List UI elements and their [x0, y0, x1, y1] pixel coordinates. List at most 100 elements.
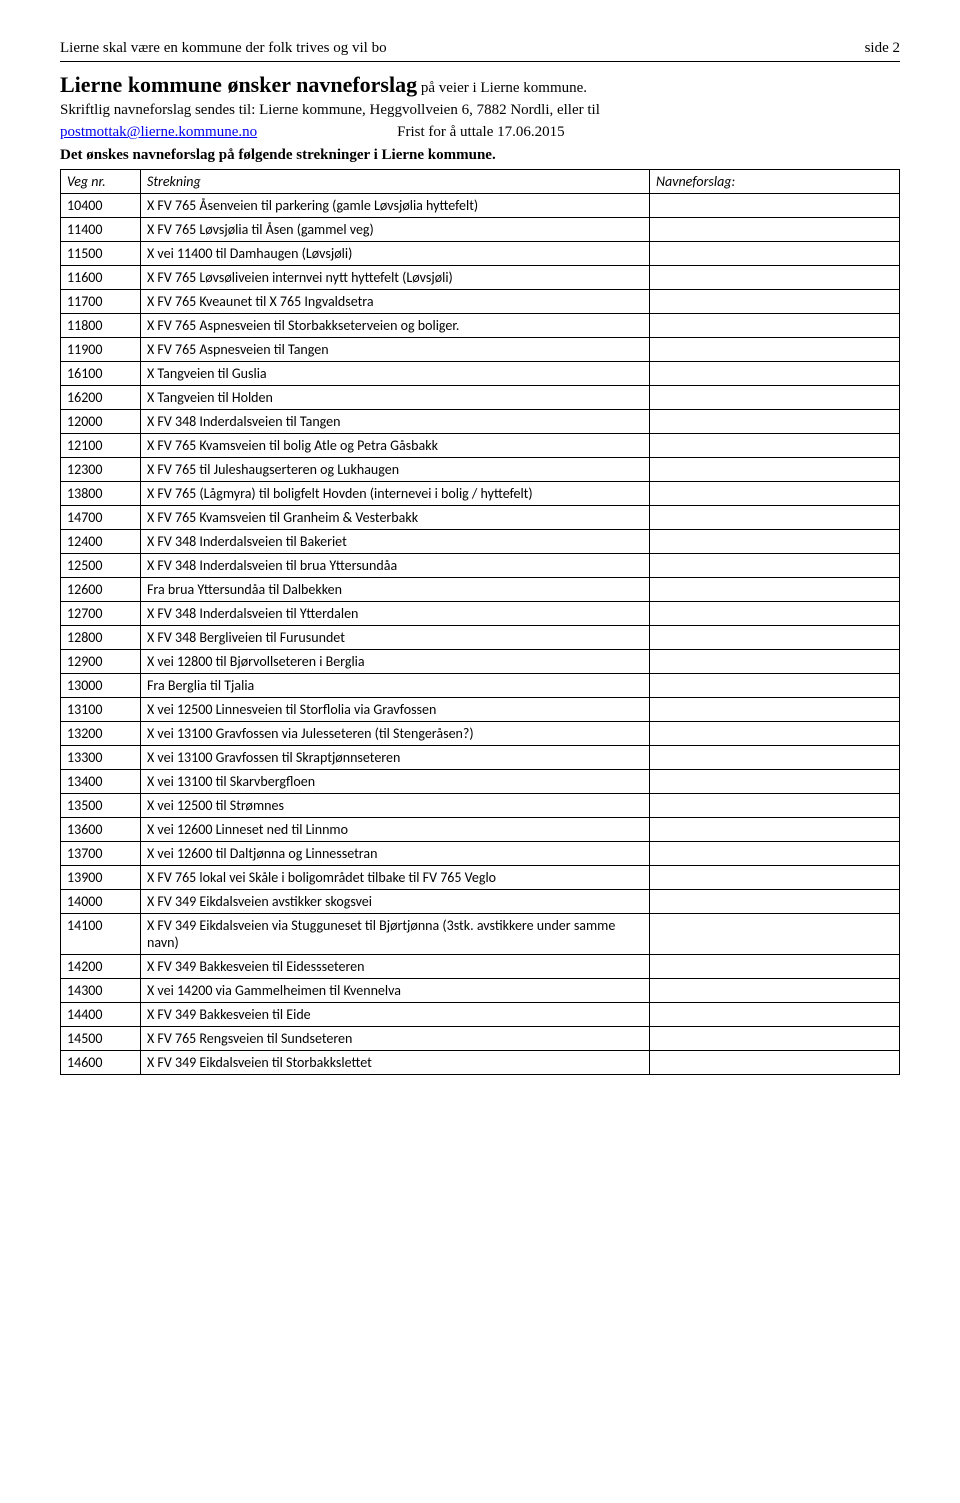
table-row: 11800X FV 765 Aspnesveien til Storbakkse…: [61, 313, 900, 337]
cell-strekning: X FV 765 Kvamsveien til bolig Atle og Pe…: [141, 433, 650, 457]
cell-strekning: X FV 765 Kvamsveien til Granheim & Veste…: [141, 505, 650, 529]
cell-strekning: X FV 349 Eikdalsveien via Stugguneset ti…: [141, 913, 650, 954]
cell-strekning: X FV 348 Inderdalsveien til brua Yttersu…: [141, 553, 650, 577]
cell-vegnr: 11600: [61, 265, 141, 289]
table-row: 13900X FV 765 lokal vei Skåle i boligomr…: [61, 865, 900, 889]
cell-strekning: X FV 348 Bergliveien til Furusundet: [141, 625, 650, 649]
cell-vegnr: 16100: [61, 361, 141, 385]
cell-strekning: X FV 765 Aspnesveien til Tangen: [141, 337, 650, 361]
cell-vegnr: 13300: [61, 745, 141, 769]
cell-vegnr: 11800: [61, 313, 141, 337]
cell-strekning: X Tangveien til Holden: [141, 385, 650, 409]
cell-vegnr: 13100: [61, 697, 141, 721]
cell-strekning: X vei 12600 Linneset ned til Linnmo: [141, 817, 650, 841]
th-vegnr: Veg nr.: [61, 169, 141, 193]
cell-vegnr: 12100: [61, 433, 141, 457]
cell-navneforslag: [650, 217, 900, 241]
cell-navneforslag: [650, 954, 900, 978]
cell-navneforslag: [650, 577, 900, 601]
email-link[interactable]: postmottak@lierne.kommune.no: [60, 124, 257, 140]
cell-strekning: X FV 348 Inderdalsveien til Ytterdalen: [141, 601, 650, 625]
cell-vegnr: 11900: [61, 337, 141, 361]
table-row: 12300X FV 765 til Juleshaugserteren og L…: [61, 457, 900, 481]
page-header-left: Lierne skal være en kommune der folk tri…: [60, 40, 387, 57]
cell-strekning: X FV 765 Løvsøliveien internvei nytt hyt…: [141, 265, 650, 289]
table-row: 11600X FV 765 Løvsøliveien internvei nyt…: [61, 265, 900, 289]
cell-vegnr: 14600: [61, 1050, 141, 1074]
cell-vegnr: 10400: [61, 193, 141, 217]
cell-strekning: X FV 765 Kveaunet til X 765 Ingvaldsetra: [141, 289, 650, 313]
table-row: 13800X FV 765 (Lågmyra) til boligfelt Ho…: [61, 481, 900, 505]
table-row: 14600X FV 349 Eikdalsveien til Storbakks…: [61, 1050, 900, 1074]
cell-navneforslag: [650, 889, 900, 913]
cell-vegnr: 12600: [61, 577, 141, 601]
cell-vegnr: 14000: [61, 889, 141, 913]
cell-navneforslag: [650, 433, 900, 457]
table-row: 12800X FV 348 Bergliveien til Furusundet: [61, 625, 900, 649]
cell-vegnr: 12900: [61, 649, 141, 673]
cell-strekning: X vei 13100 til Skarvbergfloen: [141, 769, 650, 793]
cell-navneforslag: [650, 865, 900, 889]
intro-line-1: Skriftlig navneforslag sendes til: Liern…: [60, 100, 900, 120]
cell-navneforslag: [650, 913, 900, 954]
cell-vegnr: 13700: [61, 841, 141, 865]
th-navneforslag: Navneforslag:: [650, 169, 900, 193]
cell-navneforslag: [650, 337, 900, 361]
cell-navneforslag: [650, 721, 900, 745]
cell-navneforslag: [650, 793, 900, 817]
cell-navneforslag: [650, 289, 900, 313]
cell-strekning: X FV 349 Bakkesveien til Eide: [141, 1002, 650, 1026]
cell-vegnr: 14300: [61, 978, 141, 1002]
cell-vegnr: 16200: [61, 385, 141, 409]
cell-navneforslag: [650, 385, 900, 409]
cell-strekning: X vei 13100 Gravfossen til Skraptjønnset…: [141, 745, 650, 769]
table-row: 11500X vei 11400 til Damhaugen (Løvsjøli…: [61, 241, 900, 265]
page-header-right: side 2: [865, 40, 900, 57]
cell-strekning: X vei 11400 til Damhaugen (Løvsjøli): [141, 241, 650, 265]
cell-vegnr: 12700: [61, 601, 141, 625]
table-row: 13000Fra Berglia til Tjalia: [61, 673, 900, 697]
table-row: 13200X vei 13100 Gravfossen via Julesset…: [61, 721, 900, 745]
table-row: 12500X FV 348 Inderdalsveien til brua Yt…: [61, 553, 900, 577]
cell-strekning: X FV 349 Eikdalsveien til Storbakkslette…: [141, 1050, 650, 1074]
cell-vegnr: 12300: [61, 457, 141, 481]
cell-navneforslag: [650, 313, 900, 337]
table-row: 12000X FV 348 Inderdalsveien til Tangen: [61, 409, 900, 433]
strekning-table: Veg nr. Strekning Navneforslag: 10400X F…: [60, 169, 900, 1075]
cell-strekning: X vei 12600 til Daltjønna og Linnessetra…: [141, 841, 650, 865]
page-title: Lierne kommune ønsker navneforslag på ve…: [60, 72, 900, 98]
th-strekning: Strekning: [141, 169, 650, 193]
table-header-row: Veg nr. Strekning Navneforslag:: [61, 169, 900, 193]
table-row: 11700X FV 765 Kveaunet til X 765 Ingvald…: [61, 289, 900, 313]
cell-vegnr: 13200: [61, 721, 141, 745]
cell-navneforslag: [650, 1002, 900, 1026]
table-row: 14400X FV 349 Bakkesveien til Eide: [61, 1002, 900, 1026]
cell-navneforslag: [650, 409, 900, 433]
cell-navneforslag: [650, 673, 900, 697]
table-row: 14000X FV 349 Eikdalsveien avstikker sko…: [61, 889, 900, 913]
cell-vegnr: 12800: [61, 625, 141, 649]
cell-navneforslag: [650, 361, 900, 385]
cell-vegnr: 14200: [61, 954, 141, 978]
cell-vegnr: 12000: [61, 409, 141, 433]
intro-line-3: Det ønskes navneforslag på følgende stre…: [60, 145, 900, 165]
cell-strekning: X FV 765 Aspnesveien til Storbakkseterve…: [141, 313, 650, 337]
title-big: Lierne kommune ønsker navneforslag: [60, 72, 417, 97]
table-row: 16200X Tangveien til Holden: [61, 385, 900, 409]
table-row: 13600X vei 12600 Linneset ned til Linnmo: [61, 817, 900, 841]
cell-vegnr: 13600: [61, 817, 141, 841]
cell-strekning: Fra brua Yttersundåa til Dalbekken: [141, 577, 650, 601]
title-small: på veier i Lierne kommune.: [417, 80, 587, 96]
cell-strekning: X FV 765 (Lågmyra) til boligfelt Hovden …: [141, 481, 650, 505]
cell-navneforslag: [650, 697, 900, 721]
cell-navneforslag: [650, 649, 900, 673]
intro-line-2: postmottak@lierne.kommune.noFrist for å …: [60, 122, 900, 142]
cell-navneforslag: [650, 457, 900, 481]
cell-strekning: Fra Berglia til Tjalia: [141, 673, 650, 697]
table-row: 12400X FV 348 Inderdalsveien til Bakerie…: [61, 529, 900, 553]
cell-strekning: X FV 765 Løvsjølia til Åsen (gammel veg): [141, 217, 650, 241]
cell-strekning: X FV 765 til Juleshaugserteren og Lukhau…: [141, 457, 650, 481]
cell-navneforslag: [650, 769, 900, 793]
cell-vegnr: 11400: [61, 217, 141, 241]
table-row: 13400X vei 13100 til Skarvbergfloen: [61, 769, 900, 793]
